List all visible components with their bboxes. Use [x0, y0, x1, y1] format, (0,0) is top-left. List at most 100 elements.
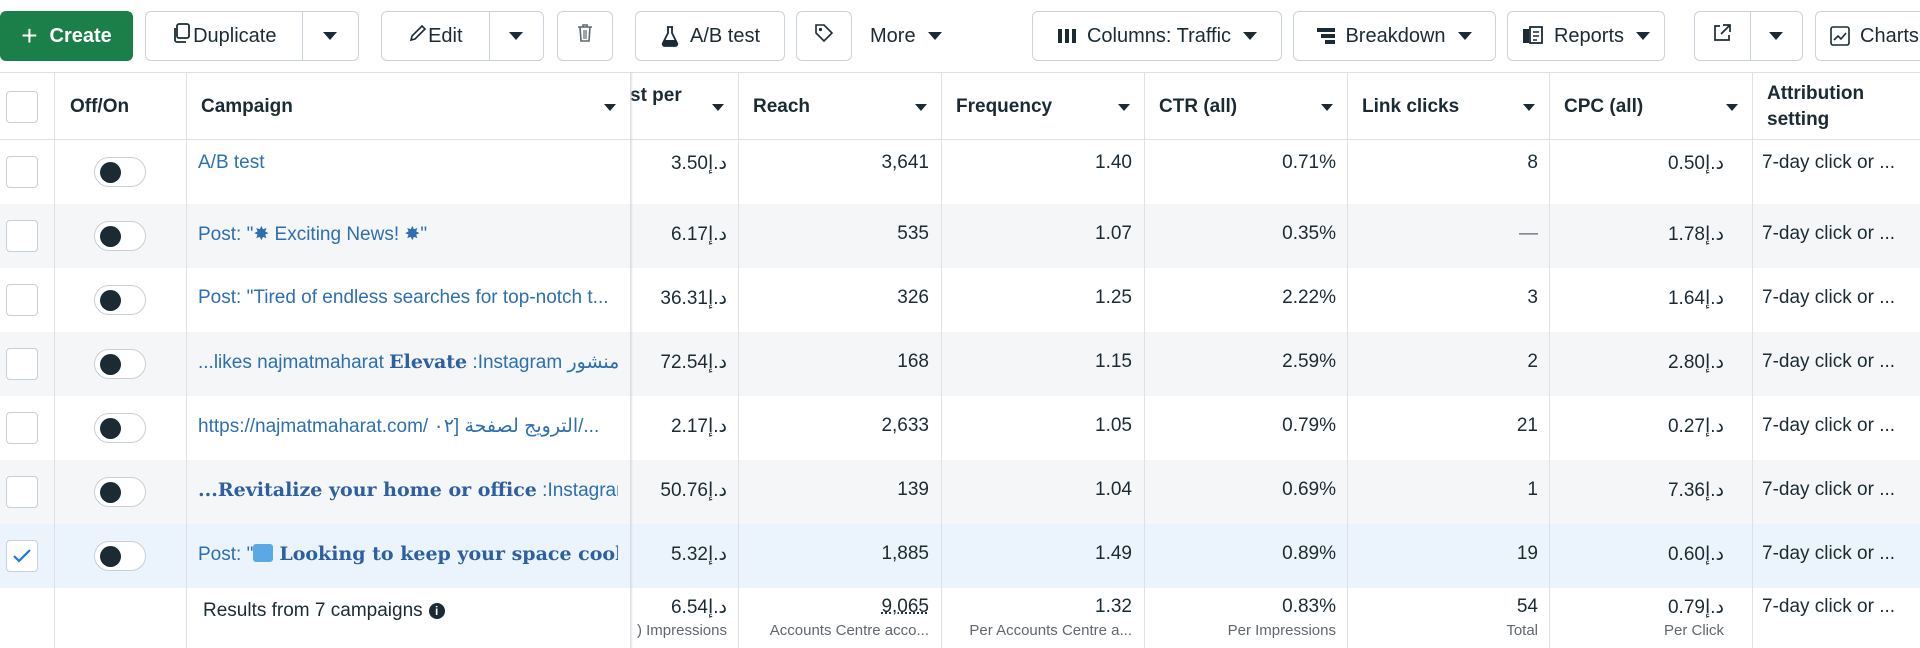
ab-test-button[interactable]: A/B test [635, 11, 785, 61]
campaign-toggle[interactable] [94, 221, 146, 251]
row-checkbox[interactable] [6, 412, 38, 444]
sort-icon[interactable] [1321, 104, 1333, 111]
row-checkbox[interactable] [6, 220, 38, 252]
row-checkbox[interactable] [6, 348, 38, 380]
frequency-value: 1.40 [1095, 152, 1132, 174]
column-header-attribution[interactable]: Attribution setting [1753, 73, 1920, 141]
row-checkbox[interactable] [6, 476, 38, 508]
more-button[interactable]: More [870, 11, 942, 61]
campaign-toggle[interactable] [94, 285, 146, 315]
edit-label: Edit [428, 25, 462, 48]
column-header-ctr[interactable]: CTR (all) [1145, 73, 1347, 141]
reports-icon [1522, 26, 1544, 46]
column-header-cost-per[interactable]: st per [620, 73, 738, 141]
create-button[interactable]: + Create [0, 11, 133, 61]
table-row[interactable]: https://najmatmaharat.com/ الترويج لصفحة… [0, 396, 1920, 460]
info-icon[interactable]: i [429, 603, 445, 619]
campaign-name-link[interactable]: https://najmatmaharat.com/ الترويج لصفحة… [198, 415, 618, 438]
charts-button[interactable]: Charts [1815, 11, 1920, 61]
frequency-value: 1.07 [1095, 223, 1132, 245]
cost-per-total: 6.54د.إ [671, 596, 727, 619]
reach-total[interactable]: 9,065 [881, 596, 929, 618]
link-clicks-value: — [1519, 223, 1538, 245]
campaign-toggle[interactable] [94, 413, 146, 443]
column-header-frequency[interactable]: Frequency [942, 73, 1144, 141]
campaign-toggle[interactable] [94, 157, 146, 187]
tag-icon [813, 22, 835, 50]
frequency-value: 1.05 [1095, 415, 1132, 437]
ctr-subtitle: Per Impressions [1156, 622, 1336, 639]
campaign-toggle[interactable] [94, 477, 146, 507]
column-header-cpc[interactable]: CPC (all) [1550, 73, 1752, 141]
sort-icon[interactable] [1523, 104, 1535, 111]
columns-button[interactable]: Columns: Traffic [1032, 11, 1282, 61]
attribution-value: 7-day click or ... [1762, 152, 1895, 174]
flask-icon [660, 25, 680, 47]
reach-value: 168 [897, 351, 929, 373]
ctr-value: 2.59% [1282, 351, 1336, 373]
edit-button[interactable]: Edit [382, 12, 489, 60]
link-clicks-subtitle: Total [1358, 622, 1538, 639]
column-header-campaign[interactable]: Campaign [187, 73, 630, 141]
summary-row: Results from 7 campaigns i 6.54د.إ ) Imp… [0, 588, 1920, 648]
row-checkbox[interactable] [6, 284, 38, 316]
columns-label: Columns: Traffic [1087, 25, 1231, 48]
ctr-total: 0.83% [1282, 596, 1336, 618]
link-clicks-value: 19 [1517, 543, 1538, 565]
duplicate-button[interactable]: Duplicate [146, 12, 302, 60]
campaign-name-link[interactable]: ...likes najmatmaharat Elevate :Instagra… [198, 351, 618, 374]
campaign-name-link[interactable]: Post: "Looking to keep your space cool a… [198, 543, 618, 566]
column-header-reach[interactable]: Reach [739, 73, 941, 141]
table-row[interactable]: A/B test 3.50د.إ 3,641 1.40 0.71% 8 0.50… [0, 140, 1920, 204]
table-row[interactable]: Post: "Looking to keep your space cool a… [0, 524, 1920, 588]
campaign-toggle[interactable] [94, 541, 146, 571]
sort-icon[interactable] [604, 104, 616, 111]
sort-icon[interactable] [712, 104, 724, 111]
sort-icon[interactable] [1726, 104, 1738, 111]
campaign-name-link[interactable]: ...Revitalize your home or office :Insta… [198, 479, 618, 502]
reach-value: 535 [897, 223, 929, 245]
export-dropdown-button[interactable] [1751, 12, 1802, 60]
table-header: Off/On Campaign st per Reach Frequency C… [0, 72, 1920, 140]
column-header-off-on[interactable]: Off/On [56, 73, 186, 141]
frequency-value: 1.25 [1095, 287, 1132, 309]
select-all-checkbox[interactable] [6, 91, 38, 123]
tag-button[interactable] [796, 11, 852, 61]
campaign-name-link[interactable]: A/B test [198, 152, 618, 174]
campaigns-table: A/B test 3.50د.إ 3,641 1.40 0.71% 8 0.50… [0, 72, 1920, 648]
breakdown-button[interactable]: Breakdown [1293, 11, 1496, 61]
delete-button[interactable] [557, 11, 613, 61]
column-divider [738, 72, 739, 648]
cost-per-value: 6.17د.إ [671, 223, 727, 246]
edit-dropdown-button[interactable] [490, 12, 543, 60]
cost-per-value: 2.17د.إ [671, 415, 727, 438]
ctr-value: 2.22% [1282, 287, 1336, 309]
cpc-value: 1.78د.إ [1668, 223, 1724, 246]
row-checkbox-checked[interactable] [6, 540, 38, 572]
campaign-toggle[interactable] [94, 349, 146, 379]
frequency-total: 1.32 [1095, 596, 1132, 618]
more-label: More [870, 25, 916, 48]
sort-icon[interactable] [915, 104, 927, 111]
column-divider [186, 72, 187, 648]
table-row[interactable]: ...Revitalize your home or office :Insta… [0, 460, 1920, 524]
row-checkbox[interactable] [6, 156, 38, 188]
ab-test-label: A/B test [690, 25, 760, 48]
toolbar: + Create Duplicate Edit [0, 0, 1920, 72]
reports-button[interactable]: Reports [1507, 11, 1665, 61]
breakdown-icon [1317, 27, 1335, 45]
table-row[interactable]: Post: "Tired of endless searches for top… [0, 268, 1920, 332]
export-button[interactable] [1695, 12, 1750, 60]
link-clicks-value: 21 [1517, 415, 1538, 437]
campaign-name-link[interactable]: Post: "Tired of endless searches for top… [198, 287, 618, 309]
breakdown-label: Breakdown [1345, 25, 1445, 48]
cpc-value: 0.60د.إ [1668, 543, 1724, 566]
column-header-link-clicks[interactable]: Link clicks [1348, 73, 1549, 141]
table-row[interactable]: Post: "✸ Exciting News! ✸" 6.17د.إ 535 1… [0, 204, 1920, 268]
table-row[interactable]: ...likes najmatmaharat Elevate :Instagra… [0, 332, 1920, 396]
cost-per-value: 36.31د.إ [660, 287, 727, 310]
sort-icon[interactable] [1118, 104, 1130, 111]
campaign-name-link[interactable]: Post: "✸ Exciting News! ✸" [198, 223, 618, 246]
duplicate-dropdown-button[interactable] [303, 12, 358, 60]
reach-value: 326 [897, 287, 929, 309]
